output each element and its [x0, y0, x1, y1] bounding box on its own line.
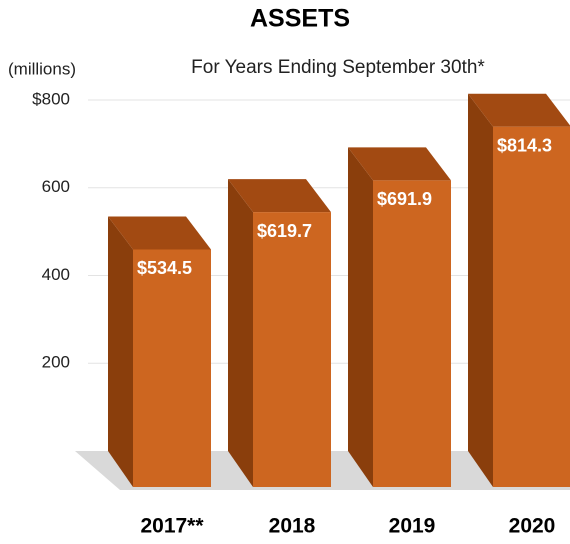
bar-top: [108, 216, 211, 250]
value-label: $691.9: [377, 189, 432, 209]
bar-top: [348, 147, 451, 181]
bar-top: [468, 93, 570, 127]
y-tick-label: 400: [42, 265, 70, 284]
value-label: $534.5: [137, 258, 192, 278]
value-label: $814.3: [497, 135, 552, 155]
value-label: $619.7: [257, 221, 312, 241]
bar: [493, 126, 570, 487]
bar-side: [348, 147, 373, 487]
bar: [373, 180, 451, 487]
bar-top: [228, 179, 331, 213]
y-axis-label: (millions): [8, 59, 76, 78]
x-tick-label: 2018: [269, 515, 316, 538]
bar-side: [468, 93, 493, 487]
y-tick-label: 600: [42, 177, 70, 196]
y-tick-label: 200: [42, 353, 70, 372]
chart-title: ASSETS: [250, 5, 350, 33]
x-tick-label: 2019: [389, 515, 436, 538]
bar: [133, 249, 211, 487]
x-tick-label: 2017**: [140, 515, 204, 538]
bar-side: [108, 216, 133, 487]
bar: [253, 212, 331, 487]
x-tick-label: 2020: [509, 515, 556, 538]
chart-subtitle: For Years Ending September 30th*: [191, 57, 485, 78]
y-tick-label: $800: [32, 89, 70, 108]
bar-side: [228, 179, 253, 487]
